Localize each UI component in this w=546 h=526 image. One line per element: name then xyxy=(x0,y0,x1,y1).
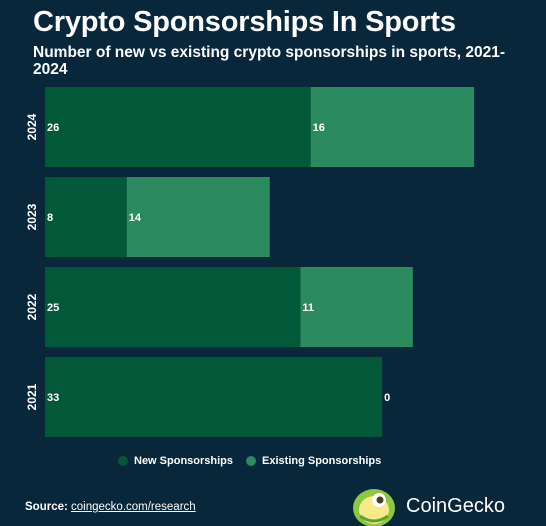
data-label-new-sponsorships-2024: 26 xyxy=(47,122,59,134)
legend-label-existing: Existing Sponsorships xyxy=(262,455,382,467)
legend-item-new: New Sponsorships xyxy=(118,455,233,467)
data-label-new-sponsorships-2021: 33 xyxy=(47,392,59,404)
legend-swatch-new xyxy=(118,456,128,466)
legend-item-existing: Existing Sponsorships xyxy=(246,455,381,467)
category-label-2022: 2022 xyxy=(25,293,39,320)
chart-title: Crypto Sponsorships In Sports xyxy=(33,6,456,38)
source-label: Source: xyxy=(25,501,68,513)
bar-existing-sponsorships-2024 xyxy=(310,87,475,167)
bar-new-sponsorships-2021 xyxy=(45,357,383,437)
bar-chart: 2024 26 16 2023 8 14 2022 25 11 2021 33 0 xyxy=(25,87,475,437)
data-label-existing-sponsorships-2022: 11 xyxy=(302,302,314,314)
bar-new-sponsorships-2024 xyxy=(45,87,311,167)
category-label-2021: 2021 xyxy=(25,383,39,410)
brand: CoinGecko xyxy=(352,486,505,526)
category-label-2023: 2023 xyxy=(25,203,39,230)
data-label-existing-sponsorships-2021: 0 xyxy=(384,392,390,404)
data-label-new-sponsorships-2023: 8 xyxy=(47,212,53,224)
chart-subtitle: Number of new vs existing crypto sponsor… xyxy=(33,44,506,78)
coingecko-logo-icon xyxy=(353,489,395,526)
legend-label-new: New Sponsorships xyxy=(134,455,234,467)
data-label-existing-sponsorships-2024: 16 xyxy=(313,122,325,134)
brand-name: CoinGecko xyxy=(406,494,505,517)
data-label-new-sponsorships-2022: 25 xyxy=(47,302,59,314)
chart-legend: New Sponsorships Existing Sponsorships xyxy=(118,455,394,467)
legend-swatch-existing xyxy=(246,456,257,466)
bar-new-sponsorships-2022 xyxy=(45,267,301,347)
bar-new-sponsorships-2023 xyxy=(45,177,127,257)
source-note: Source: coingecko.com/research xyxy=(25,501,196,513)
bar-existing-sponsorships-2023 xyxy=(126,177,270,257)
data-label-existing-sponsorships-2023: 14 xyxy=(129,212,142,224)
category-label-2024: 2024 xyxy=(25,113,39,140)
source-link[interactable]: coingecko.com/research xyxy=(71,501,196,513)
bar-existing-sponsorships-2022 xyxy=(300,267,413,347)
